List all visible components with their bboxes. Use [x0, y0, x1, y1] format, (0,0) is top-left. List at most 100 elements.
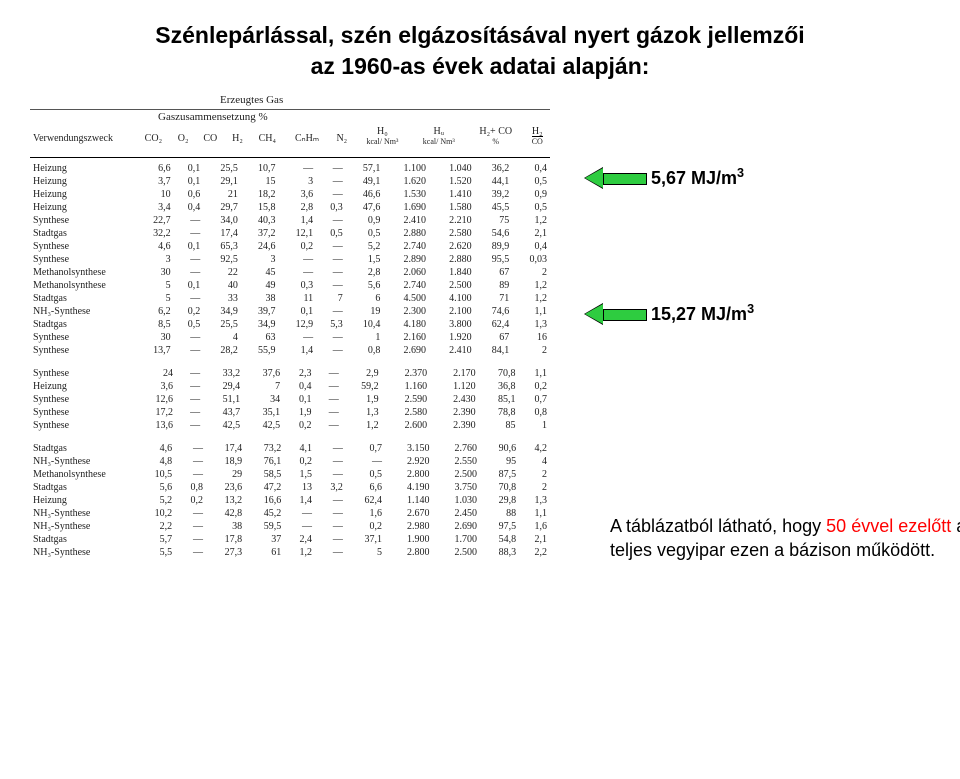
cell: 4,8 — [136, 455, 175, 468]
cell: 0,1 — [174, 240, 204, 253]
cell: 49,1 — [346, 175, 384, 188]
cell: 1.520 — [429, 175, 475, 188]
cell: 24,6 — [241, 240, 279, 253]
cell: 6,6 — [136, 162, 174, 175]
cell: 2.410 — [383, 214, 429, 227]
cell: 49 — [241, 279, 279, 292]
cell: 1 — [346, 331, 384, 344]
cell: 2.590 — [382, 393, 430, 406]
cell: 1,2 — [342, 419, 382, 432]
table-row: Synthese17,2—43,735,11,9—1,32.5802.39078… — [30, 406, 550, 419]
cell: 89,9 — [475, 240, 513, 253]
cell: 18,2 — [241, 188, 279, 201]
cell: 40,3 — [241, 214, 279, 227]
cell: 62,4 — [475, 318, 513, 331]
cell: 6 — [346, 292, 384, 305]
composition-group-label: Gaszusammensetzung % — [158, 111, 268, 123]
cell: 47,2 — [245, 481, 284, 494]
row-label: Heizung — [30, 162, 136, 175]
table-row: Methanolsynthese50,140490,3—5,62.7402.50… — [30, 279, 550, 292]
cell: 29,4 — [203, 380, 243, 393]
cell: 89 — [475, 279, 513, 292]
cell: 44,1 — [475, 175, 513, 188]
cell: 2.550 — [432, 455, 479, 468]
cell: 2.920 — [385, 455, 432, 468]
cell: 87,5 — [480, 468, 519, 481]
cell: 12,6 — [136, 393, 176, 406]
cell: 97,5 — [480, 520, 519, 533]
cell: 0,1 — [283, 393, 314, 406]
cell: 59,5 — [245, 520, 284, 533]
table-row: Heizung3,6—29,470,4—59,21.1601.12036,80,… — [30, 380, 550, 393]
cell: — — [315, 442, 346, 455]
data-block: Stadtgas4,6—17,473,24,1—0,73.1502.76090,… — [30, 442, 550, 559]
table-row: NH₃-Synthese10,2—42,845,2——1,62.6702.450… — [30, 507, 550, 520]
table-row: Synthese4,60,165,324,60,2—5,22.7402.6208… — [30, 240, 550, 253]
cell: 22 — [203, 266, 241, 279]
cell: 29,7 — [203, 201, 241, 214]
cell: 1,5 — [284, 468, 315, 481]
cell: 1.530 — [383, 188, 429, 201]
cell: 73,2 — [245, 442, 284, 455]
cell: 54,8 — [480, 533, 519, 546]
cell: 2.580 — [382, 406, 430, 419]
cell: — — [175, 468, 206, 481]
cell: — — [315, 533, 346, 546]
table-row: Stadtgas32,2—17,437,212,10,50,52.8802.58… — [30, 227, 550, 240]
cell: 1.900 — [385, 533, 432, 546]
cell: 17,2 — [136, 406, 176, 419]
cell: 2.740 — [383, 279, 429, 292]
row-label: Stadtgas — [30, 318, 136, 331]
cell: — — [315, 468, 346, 481]
cell: 6,6 — [346, 481, 385, 494]
cell: — — [175, 546, 206, 559]
table-row: Heizung100,62118,23,6—46,61.5301.41039,2… — [30, 188, 550, 201]
cell: 0,6 — [174, 188, 204, 201]
cell: 2.580 — [429, 227, 475, 240]
cell: 45,2 — [245, 507, 284, 520]
cell: 5,3 — [316, 318, 346, 331]
cell: — — [316, 240, 346, 253]
cell: 36,2 — [475, 162, 513, 175]
row-label: Stadtgas — [30, 481, 136, 494]
cell: 29 — [206, 468, 245, 481]
table-row: Synthese13,6—42,542,50,2—1,22.6002.39085… — [30, 419, 550, 432]
commentary-red: 50 évvel ezelőtt — [826, 516, 951, 536]
cell: 13 — [284, 481, 315, 494]
cell: 16 — [512, 331, 550, 344]
table-row: NH₃-Synthese5,5—27,3611,2—52.8002.50088,… — [30, 546, 550, 559]
cell: 13,2 — [206, 494, 245, 507]
cell: 0,5 — [512, 175, 550, 188]
cell: 35,1 — [243, 406, 283, 419]
cell: 4,6 — [136, 240, 174, 253]
cell: 15 — [241, 175, 279, 188]
row-label: Methanolsynthese — [30, 266, 136, 279]
cell: 3 — [241, 253, 279, 266]
cell: 3,7 — [136, 175, 174, 188]
header-row-1: Verwendungszweck CO₂ O₂ CO H₂ CH₄ CₙHₘ N… — [30, 125, 550, 152]
cell: 5,6 — [136, 481, 175, 494]
cell: 0,2 — [174, 305, 204, 318]
row-label: Synthese — [30, 240, 136, 253]
cell: 1,4 — [284, 494, 315, 507]
cell: 2.600 — [382, 419, 430, 432]
cell: 63 — [241, 331, 279, 344]
cell: 24 — [136, 367, 176, 380]
row-label: Heizung — [30, 188, 136, 201]
cell: 30 — [136, 266, 174, 279]
cell: 16,6 — [245, 494, 284, 507]
cell: 0,4 — [174, 201, 204, 214]
cell: 61 — [245, 546, 284, 559]
cell: 90,6 — [480, 442, 519, 455]
cell: 2 — [512, 266, 550, 279]
cell: — — [174, 214, 204, 227]
row-label: Methanolsynthese — [30, 468, 136, 481]
cell: 5,7 — [136, 533, 175, 546]
cell: — — [176, 406, 203, 419]
cell: 3,6 — [136, 380, 176, 393]
cell: 1,2 — [512, 279, 550, 292]
title-line-1: Szénlepárlással, szén elgázosításával ny… — [155, 22, 804, 48]
cell: 1.100 — [383, 162, 429, 175]
table-row: Synthese3—92,53——1,52.8902.88095,50,03 — [30, 253, 550, 266]
table-row: Heizung6,60,125,510,7——57,11.1001.04036,… — [30, 162, 550, 175]
